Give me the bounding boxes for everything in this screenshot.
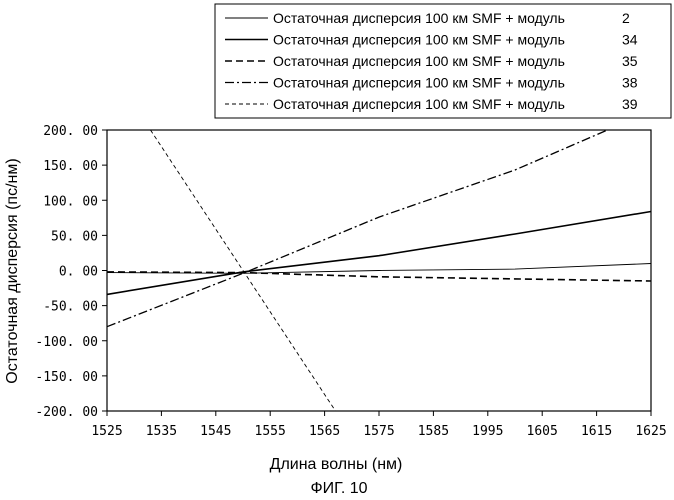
- y-tick-label: -150. 00: [35, 370, 98, 385]
- y-tick-label: 50. 00: [51, 229, 98, 244]
- y-axis-label: Остаточная дисперсия (пс/нм): [4, 158, 21, 383]
- y-tick-label: -100. 00: [35, 335, 98, 350]
- x-tick-label: 1605: [527, 424, 558, 439]
- x-tick-label: 1555: [255, 424, 286, 439]
- x-tick-label: 1565: [309, 424, 340, 439]
- figure-caption: ФИГ. 10: [310, 480, 367, 497]
- legend-label-38: Остаточная дисперсия 100 км SMF + модуль: [273, 75, 565, 91]
- y-tick-label: 200. 00: [43, 124, 98, 139]
- legend-label-39: Остаточная дисперсия 100 км SMF + модуль: [273, 96, 565, 112]
- legend-number-2: 2: [622, 10, 630, 26]
- y-tick-label: -50. 00: [43, 300, 98, 315]
- x-tick-label: 1585: [418, 424, 449, 439]
- legend: Остаточная дисперсия 100 км SMF + модуль…: [215, 4, 671, 118]
- legend-label-34: Остаточная дисперсия 100 км SMF + модуль: [273, 32, 565, 48]
- x-tick-label: 1535: [146, 424, 177, 439]
- x-tick-label: 1615: [581, 424, 612, 439]
- y-tick-label: 0. 00: [59, 265, 98, 280]
- x-axis-label: Длина волны (нм): [270, 456, 403, 473]
- legend-number-34: 34: [622, 32, 638, 48]
- x-tick-label: 1525: [91, 424, 122, 439]
- x-tick-label: 1545: [200, 424, 231, 439]
- x-tick-label: 1625: [635, 424, 666, 439]
- series-line-34: [107, 212, 651, 295]
- legend-label-2: Остаточная дисперсия 100 км SMF + модуль: [273, 10, 565, 26]
- legend-label-35: Остаточная дисперсия 100 км SMF + модуль: [273, 53, 565, 69]
- y-tick-label: -200. 00: [35, 405, 98, 420]
- x-tick-label: 1575: [363, 424, 394, 439]
- legend-number-38: 38: [622, 75, 638, 91]
- y-tick-label: 150. 00: [43, 159, 98, 174]
- series-line-38: [107, 130, 608, 327]
- legend-number-39: 39: [622, 96, 638, 112]
- y-tick-label: 100. 00: [43, 194, 98, 209]
- x-tick-label: 1995: [472, 424, 503, 439]
- series-line-39: [151, 130, 336, 411]
- legend-number-35: 35: [622, 53, 638, 69]
